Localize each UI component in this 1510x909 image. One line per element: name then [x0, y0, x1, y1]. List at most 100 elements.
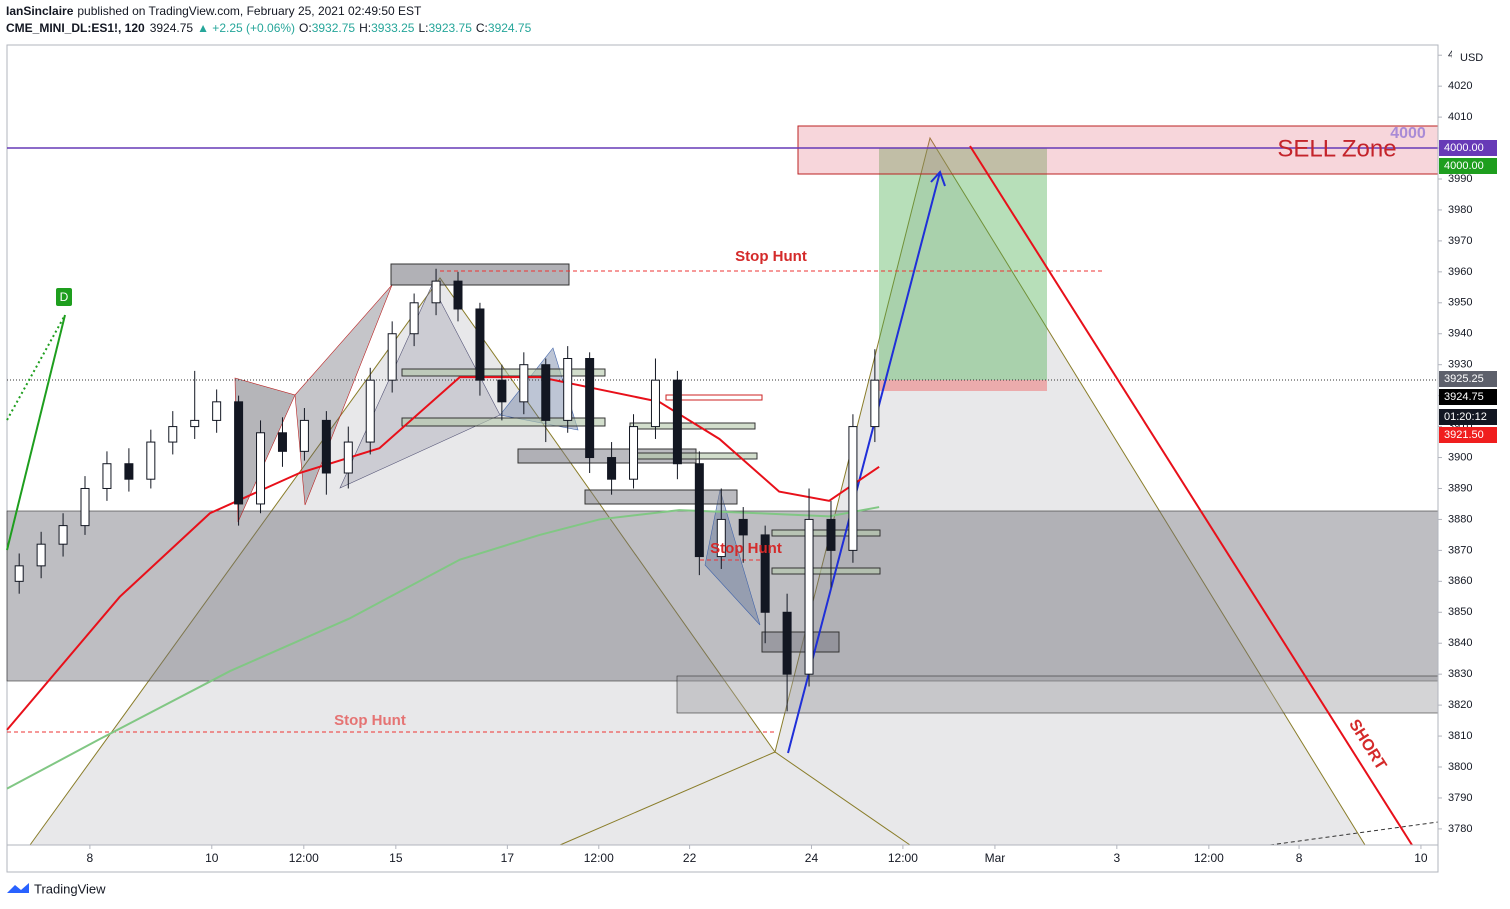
point-label: D [60, 290, 69, 304]
y-tick-label: 4 [1448, 49, 1454, 61]
ohlc-value: 3932.75 [312, 21, 356, 35]
candle-body [409, 302, 419, 335]
y-tick-label: 3810 [1448, 730, 1472, 742]
x-tick-label: 10 [1414, 851, 1428, 865]
candle-body [585, 358, 595, 459]
price-label-box [1439, 140, 1497, 156]
price-label: 4000.00 [1444, 142, 1484, 154]
candle-body [321, 419, 331, 474]
candle-body [782, 611, 792, 675]
y-tick-label: 3840 [1448, 637, 1472, 649]
price-label: 3921.50 [1444, 429, 1484, 441]
plot-frame [6, 44, 1439, 846]
candle-body [277, 432, 287, 452]
x-tick-label: 24 [805, 851, 819, 865]
box [771, 567, 881, 575]
candle-body [760, 534, 770, 613]
level-label: 4000 [1390, 125, 1426, 142]
point-badge [56, 288, 72, 306]
short-line [969, 145, 1413, 846]
candle-body [387, 333, 397, 381]
x-tick-label: Mar [985, 851, 1006, 865]
x-tick-label: 12:00 [888, 851, 918, 865]
candle-body [607, 457, 617, 480]
box [401, 368, 606, 377]
ohlc-label: H: [359, 21, 371, 35]
y-tick-label: 3950 [1448, 297, 1472, 309]
brand: TradingView [34, 881, 106, 896]
candle-body [738, 518, 748, 536]
price-label-box [1439, 389, 1497, 405]
y-tick-label: 3850 [1448, 606, 1472, 618]
candle-body [299, 419, 309, 452]
price-axis [1438, 45, 1510, 845]
box [665, 394, 763, 401]
pattern-leg [559, 751, 911, 846]
last: 3924.75 [150, 21, 194, 35]
sell-zone-label: SELL Zone [1277, 135, 1396, 162]
candle-body [212, 401, 222, 421]
box [390, 263, 570, 286]
stop-hunt-label: Stop Hunt [334, 712, 406, 729]
candle-body [475, 308, 485, 381]
candle-body [453, 280, 463, 310]
y-tick-label: 3940 [1448, 328, 1472, 340]
candle-body [234, 401, 244, 505]
candle-body [694, 463, 704, 558]
change: ▲ +2.25 (+0.06%) [197, 21, 295, 35]
y-tick-label: 3870 [1448, 544, 1472, 556]
y-tick-label: 3930 [1448, 359, 1472, 371]
long-stop [879, 380, 1047, 391]
candle-body [190, 419, 200, 428]
y-tick-label: 3960 [1448, 266, 1472, 278]
y-tick-label: 3880 [1448, 513, 1472, 525]
box [629, 422, 756, 430]
y-tick-label: 3790 [1448, 792, 1472, 804]
candle-body [256, 432, 266, 505]
price-label-box [1439, 427, 1497, 443]
candle-body [826, 518, 836, 551]
y-tick-label: 3990 [1448, 173, 1472, 185]
ohlc-value: 3933.25 [371, 21, 415, 35]
x-tick-label: 8 [1296, 851, 1303, 865]
box [761, 631, 840, 653]
candle-body [629, 426, 639, 480]
harmonic [339, 284, 501, 489]
trend-line [6, 314, 66, 551]
publish-line: IanSinclaire published on TradingView.com… [6, 4, 422, 18]
candle-body [541, 364, 551, 421]
candle-body [124, 463, 134, 480]
candle-body [870, 379, 880, 428]
candle-body [102, 463, 112, 489]
candle-body [14, 565, 24, 582]
arrow-head [930, 170, 946, 187]
price-label: 3925.25 [1444, 373, 1484, 385]
series [6, 268, 880, 790]
x-tick-label: 12:00 [584, 851, 614, 865]
box [401, 417, 606, 427]
y-tick-label: 3970 [1448, 235, 1472, 247]
long-target [879, 148, 1047, 380]
x-tick-label: 15 [389, 851, 403, 865]
logo [7, 883, 29, 893]
x-tick-label: 10 [205, 851, 219, 865]
candle-body [716, 518, 726, 558]
y-tick-label: 3980 [1448, 204, 1472, 216]
candle-body [343, 441, 353, 474]
box [771, 529, 881, 537]
price-label: 4000.00 [1444, 160, 1484, 172]
ohlc-label: C: [476, 21, 488, 35]
candle-body [519, 364, 529, 403]
stop-hunt-label: Stop Hunt [735, 248, 807, 265]
countdown: 01:20:12 [1444, 411, 1487, 423]
sell-zone [797, 125, 1439, 175]
x-tick-label: 22 [683, 851, 697, 865]
y-tick-label: 3890 [1448, 482, 1472, 494]
countdown-box [1439, 409, 1497, 425]
candle-body [497, 379, 507, 403]
y-tick-label: 4020 [1448, 80, 1472, 92]
x-tick-label: 12:00 [1194, 851, 1224, 865]
x-tick-label: 3 [1113, 851, 1120, 865]
ohlc-label: L: [418, 21, 428, 35]
